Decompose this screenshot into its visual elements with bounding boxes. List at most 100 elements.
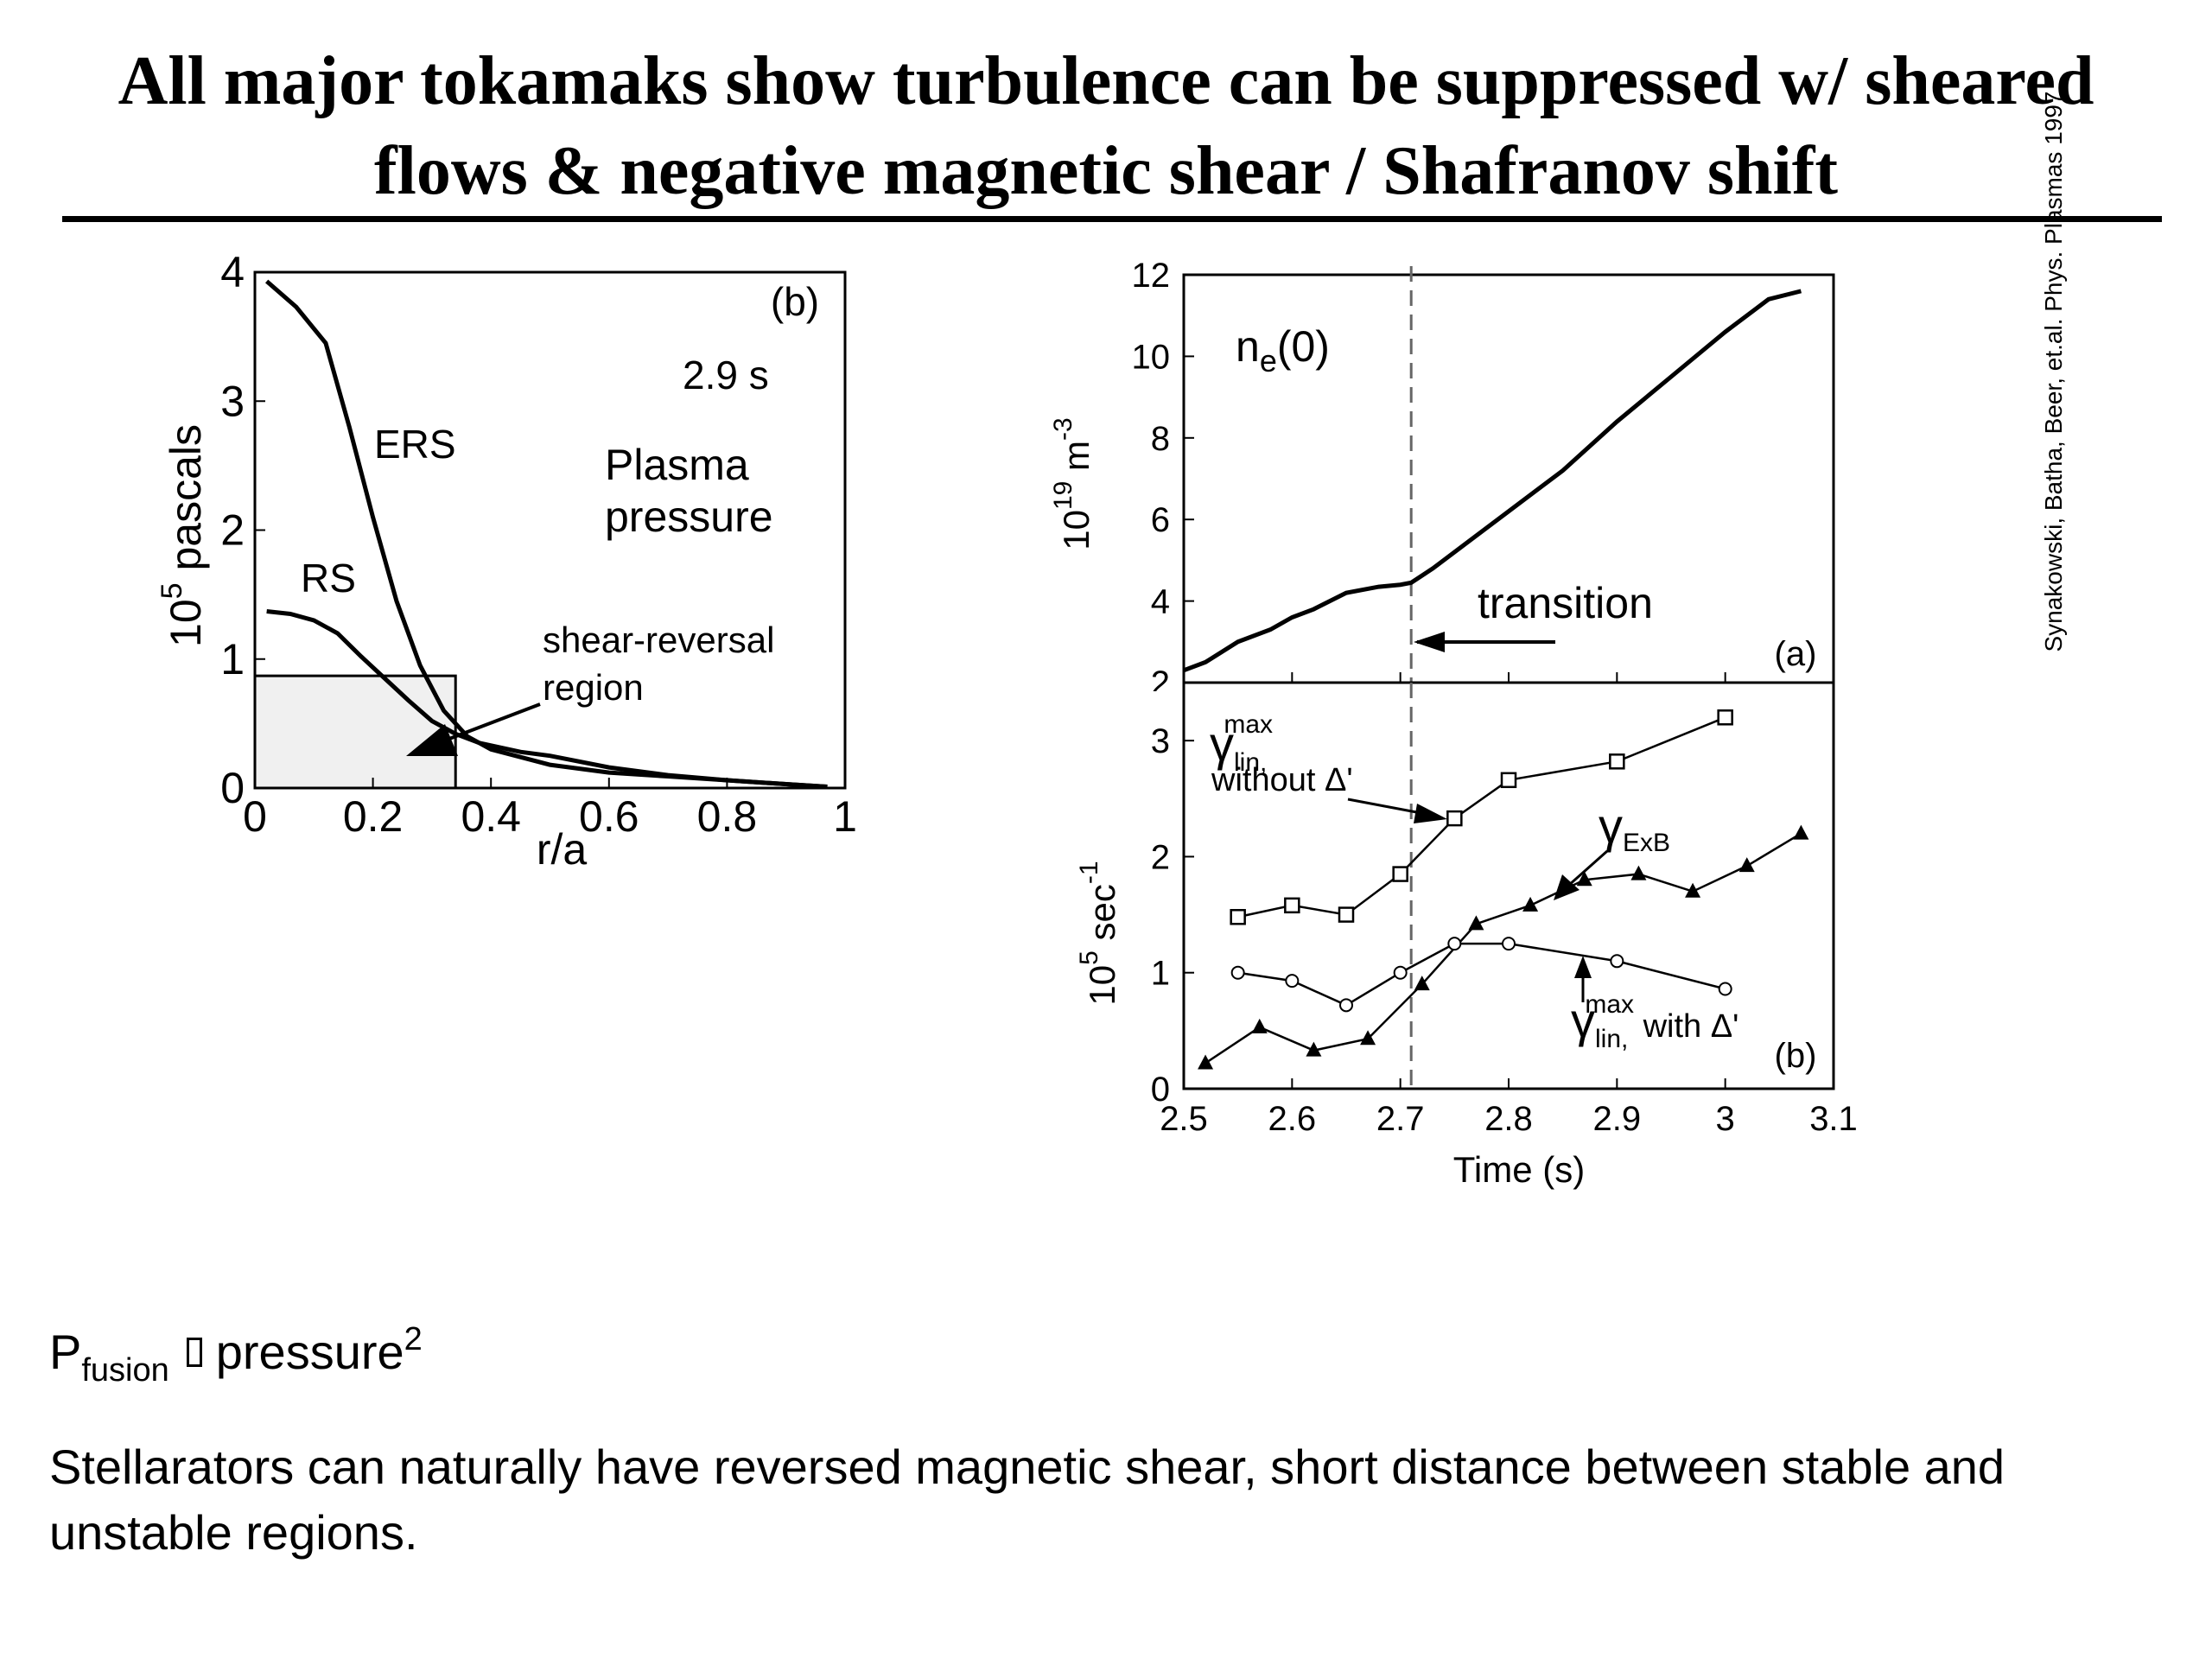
pressure-x-tick-label: 1: [833, 792, 857, 841]
growth-point-triangle: [1414, 976, 1430, 991]
title-underline: [62, 216, 2162, 222]
growth-point-triangle: [1576, 871, 1592, 887]
growth-line-without: [1237, 716, 1726, 918]
growth-point-triangle: [1630, 865, 1647, 880]
growth-point-triangle: [1251, 1018, 1268, 1033]
growth-x-tick-label: 2.9: [1593, 1100, 1642, 1138]
growth-point-square: [1230, 909, 1246, 925]
growth-y-tick-label: 0: [1151, 1071, 1170, 1109]
title-line-2: flows & negative magnetic shear / Shafra…: [374, 133, 1838, 209]
pressure-line-rs: [266, 609, 828, 790]
growth-point-circle: [1447, 937, 1462, 951]
pressure-x-tick-label: 0.8: [697, 792, 758, 841]
density-y-tick-label: 12: [1132, 257, 1171, 295]
density-chart: 1019 m-3 2 4 6 8 10 12 ne(0) transition (a): [1049, 257, 1835, 691]
growth-panel-label: (b): [1775, 1037, 1817, 1075]
growth-x-tick-label: 3.1: [1809, 1100, 1858, 1138]
growth-point-square: [1392, 866, 1408, 882]
growth-point-circle: [1339, 998, 1353, 1013]
label-gamma-exb: γExB: [1599, 798, 1670, 857]
transition-arrow: [1414, 632, 1555, 652]
pressure-x-tick-label: 0: [243, 792, 267, 841]
growth-point-square: [1338, 906, 1355, 923]
growth-point-circle: [1718, 982, 1732, 996]
fusion-power-relation: Pfusion pressure2: [49, 1309, 423, 1401]
growth-y-tick-label: 3: [1151, 722, 1170, 760]
growth-point-circle: [1230, 965, 1245, 980]
growth-y-tick-label: 1: [1151, 955, 1170, 993]
growth-point-triangle: [1198, 1054, 1214, 1070]
pressure-exponent: 2: [404, 1321, 423, 1357]
growth-point-square: [1284, 897, 1300, 914]
growth-point-triangle: [1793, 824, 1809, 840]
pressure-x-tick-label: 0.2: [343, 792, 404, 841]
shear-reversal-arrow: [406, 702, 541, 756]
pressure-y-tick-label: 3: [220, 377, 245, 425]
transition-label: transition: [1478, 579, 1653, 627]
series-label-rs: RS: [301, 556, 356, 601]
pressure-panel-label: (b): [771, 279, 819, 324]
growth-line-exb: [1205, 832, 1802, 1065]
growth-point-circle: [1610, 954, 1624, 969]
pressure-y-tick-label: 2: [220, 506, 245, 555]
growth-point-square: [1500, 772, 1517, 789]
growth-point-triangle: [1306, 1041, 1322, 1057]
growth-rate-chart: 105 sec-1 2.5 2.6 2.7 2.8 2.9 3 3.1 0 1 2 3 γlin,m…: [1075, 681, 1858, 1190]
growth-x-tick-label: 3: [1716, 1100, 1735, 1138]
density-y-tick-label: 2: [1151, 664, 1170, 691]
pressure-profile-chart: 105 pascals 0 0.2 0.4 0.6 0.8 1 0 1 2 3 4 (b) 2.9 …: [156, 251, 857, 874]
pressure-time-label: 2.9 s: [683, 353, 769, 397]
pressure-y-tick-label: 4: [220, 251, 245, 296]
pfusion-subscript: fusion: [81, 1352, 169, 1389]
growth-x-tick-label: 2.5: [1160, 1100, 1208, 1138]
density-y-tick-label: 4: [1151, 583, 1170, 621]
shear-reversal-label-1: shear-reversal: [543, 620, 774, 660]
stellarator-note: Stellarators can naturally have reversed…: [49, 1440, 2005, 1560]
density-line: [1183, 289, 1802, 673]
arrow-exb: [1554, 849, 1608, 900]
pressure-y-tick-label: 1: [220, 635, 245, 683]
growth-x-tick-label: 2.8: [1484, 1100, 1533, 1138]
pressure-x-tick-label: 0.4: [461, 792, 521, 841]
series-label-ers: ERS: [374, 422, 456, 467]
label-without-delta: without Δ': [1211, 762, 1353, 798]
plasma-pressure-label-1: Plasma: [605, 441, 749, 489]
growth-x-tick-label: 2.6: [1268, 1100, 1317, 1138]
growth-point-triangle: [1522, 896, 1539, 912]
density-series-label: ne(0): [1236, 322, 1330, 378]
citation: Synakowski, Batha, Beer, et.al. Phys. Pl…: [2040, 91, 2067, 652]
shear-reversal-label-2: region: [543, 667, 644, 708]
shear-reversal-region: [253, 674, 457, 790]
title-line-1: All major tokamaks show turbulence can b…: [118, 43, 2094, 119]
growth-point-triangle: [1468, 915, 1484, 931]
growth-point-square: [1446, 810, 1463, 827]
growth-point-circle: [1393, 965, 1408, 980]
proportional-box-glyph: [186, 1338, 202, 1367]
pressure-x-axis-label: r/a: [537, 825, 588, 874]
growth-x-axis-label: Time (s): [1453, 1149, 1585, 1190]
growth-point-circle: [1502, 937, 1516, 951]
pfusion-symbol: P: [49, 1325, 82, 1379]
growth-point-square: [1717, 709, 1733, 726]
growth-point-triangle: [1738, 857, 1755, 873]
pressure-y-tick-label: 0: [220, 764, 245, 812]
growth-point-triangle: [1360, 1030, 1376, 1046]
label-gamma-without: γlin,max: [1210, 710, 1273, 777]
growth-y-tick-label: 2: [1151, 838, 1170, 876]
pressure-word: pressure: [215, 1325, 404, 1379]
growth-y-axis-label: 105 sec-1: [1075, 861, 1122, 1005]
density-y-tick-label: 6: [1151, 501, 1170, 539]
arrow-with: [1574, 956, 1592, 1002]
pressure-x-tick-label: 0.6: [579, 792, 639, 841]
growth-point-circle: [1285, 974, 1300, 988]
growth-point-triangle: [1685, 882, 1701, 898]
growth-line-with: [1237, 942, 1726, 1007]
density-y-tick-label: 8: [1151, 420, 1170, 458]
slide-title: All major tokamaks show turbulence can b…: [0, 36, 2212, 216]
arrow-without: [1347, 798, 1447, 823]
density-y-tick-label: 10: [1132, 338, 1171, 376]
label-gamma-with: γlin,max with Δ': [1571, 990, 1738, 1053]
growth-point-square: [1609, 753, 1625, 770]
growth-x-tick-label: 2.7: [1376, 1100, 1425, 1138]
plasma-pressure-label-2: pressure: [605, 493, 773, 541]
